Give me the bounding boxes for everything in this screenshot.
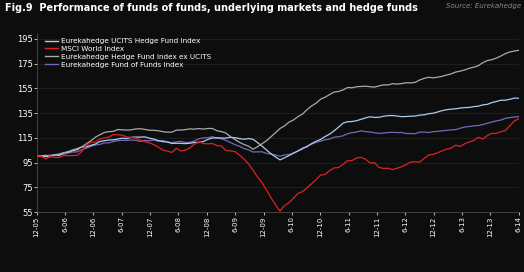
- Text: Fig.9  Performance of funds of funds, underlying markets and hedge funds: Fig.9 Performance of funds of funds, und…: [5, 3, 418, 13]
- Text: Source: Eurekahedge: Source: Eurekahedge: [446, 3, 521, 9]
- Legend: Eurekahedge UCITS Hedge Fund Index, MSCI World Index, Eurekahedge Hedge Fund Ind: Eurekahedge UCITS Hedge Fund Index, MSCI…: [45, 38, 211, 68]
